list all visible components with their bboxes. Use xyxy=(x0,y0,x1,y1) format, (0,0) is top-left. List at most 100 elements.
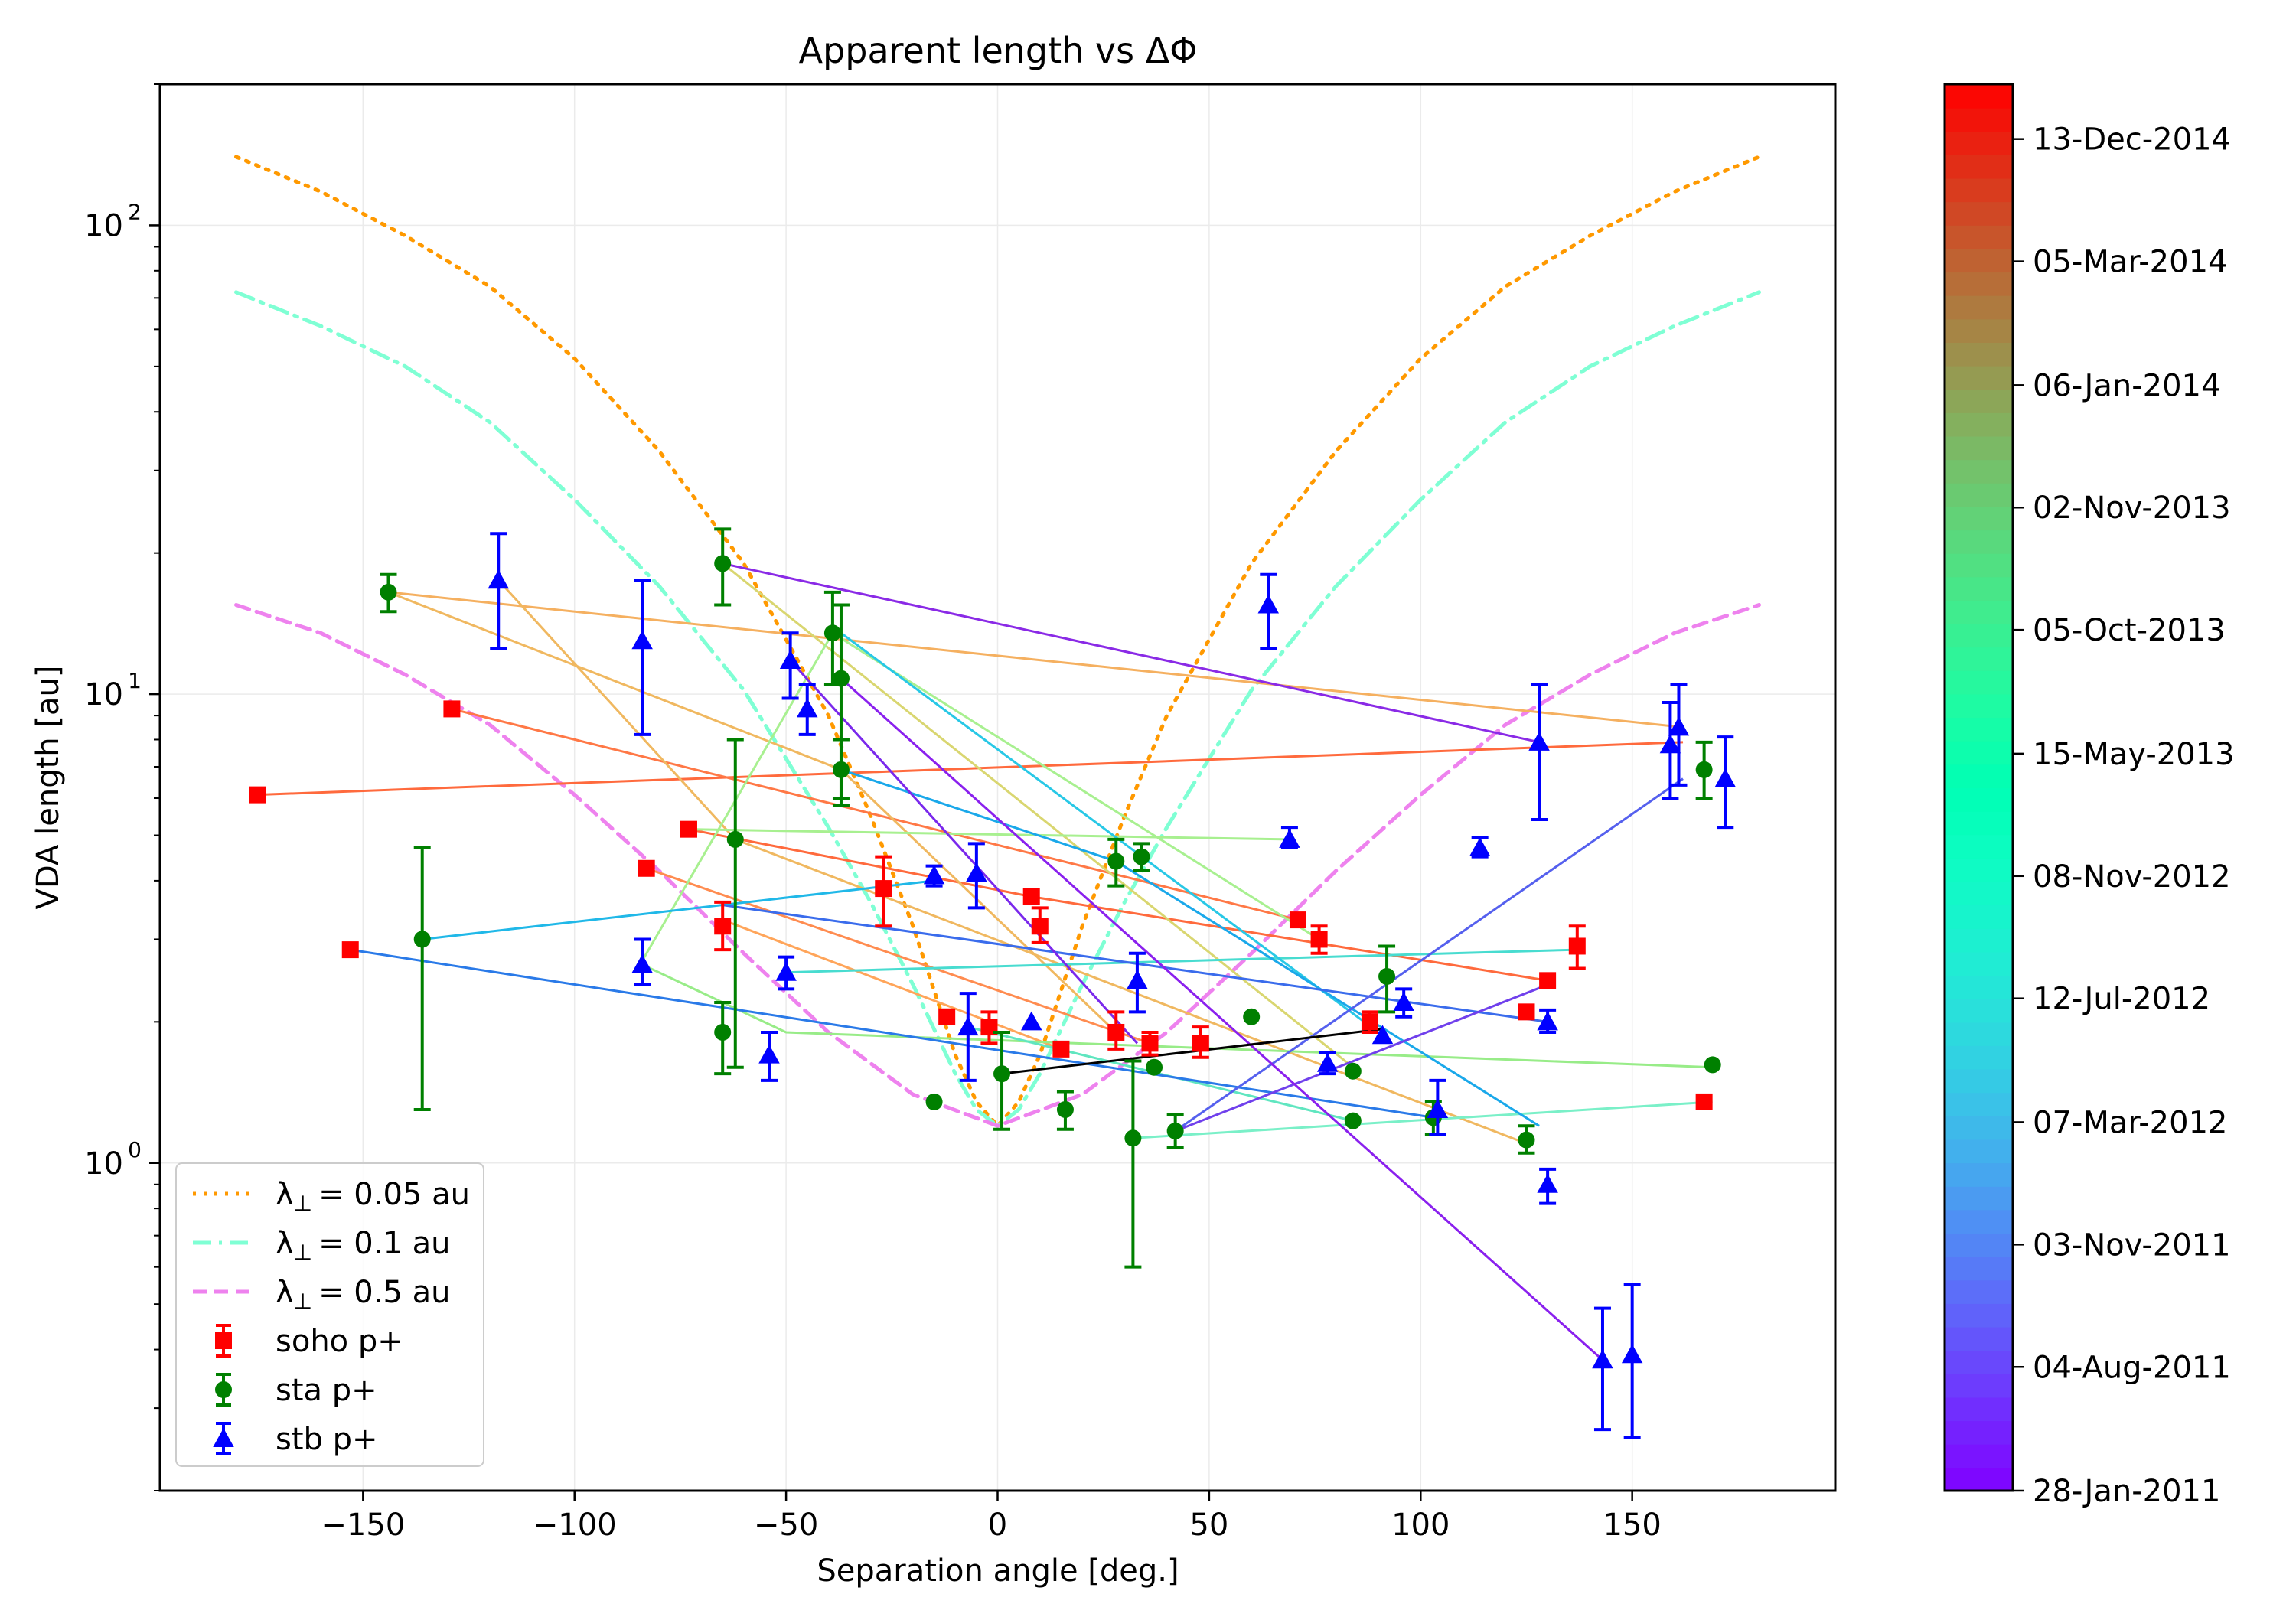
connecting-line xyxy=(1174,777,1684,1133)
square-marker xyxy=(1031,918,1049,935)
reference-curves xyxy=(234,155,1761,1129)
colorbar-tick-label: 05-Mar-2014 xyxy=(2033,245,2227,280)
square-marker xyxy=(1022,888,1040,905)
circle-marker xyxy=(380,583,397,601)
x-tick-label: −150 xyxy=(321,1508,405,1543)
colorbar-segment xyxy=(1945,553,2013,578)
x-tick-label: −100 xyxy=(533,1508,617,1543)
colorbar-tick-label: 05-Oct-2013 xyxy=(2033,613,2226,648)
colorbar-segment xyxy=(1945,1022,2013,1046)
colorbar-segment xyxy=(1945,318,2013,343)
colorbar-segment xyxy=(1945,482,2013,507)
colorbar-segment xyxy=(1945,764,2013,788)
circle-marker xyxy=(832,670,850,687)
triangle-marker xyxy=(923,865,945,885)
triangle-marker xyxy=(1537,1011,1558,1031)
colorbar-segment xyxy=(1945,693,2013,719)
connecting-line xyxy=(422,879,934,940)
triangle-marker xyxy=(1621,1344,1643,1364)
colorbar-segment xyxy=(1945,131,2013,155)
connecting-line xyxy=(789,660,1139,1045)
y-tick-label: 10 xyxy=(84,677,123,712)
square-marker xyxy=(1539,972,1557,989)
y-tick-label: 10 xyxy=(84,1146,123,1182)
legend-box xyxy=(175,1162,484,1467)
colorbar-segment xyxy=(1945,1302,2013,1328)
connecting-line xyxy=(688,828,1290,841)
square-marker xyxy=(249,786,266,804)
colorbar-segment xyxy=(1945,435,2013,461)
colorbar-tick-label: 15-May-2013 xyxy=(2033,737,2235,772)
x-axis-label: Separation angle [deg.] xyxy=(817,1553,1179,1589)
connecting-line xyxy=(646,867,1150,1045)
colorbar-segment xyxy=(1945,530,2013,554)
connecting-line xyxy=(722,562,1354,1068)
circle-marker xyxy=(993,1065,1011,1083)
curve-line xyxy=(234,602,1761,1128)
colorbar-segment xyxy=(1945,740,2013,765)
triangle-marker xyxy=(1316,1053,1339,1072)
colorbar-segment xyxy=(1945,1185,2013,1211)
colorbar-segment xyxy=(1945,998,2013,1023)
connecting-line xyxy=(722,562,1540,744)
x-tick-label: 0 xyxy=(988,1508,1007,1543)
circle-marker xyxy=(1124,1129,1142,1147)
circle-marker xyxy=(1518,1131,1535,1149)
square-marker xyxy=(1568,937,1586,955)
colorbar-segment xyxy=(1945,178,2013,203)
y-axis-label: VDA length [au] xyxy=(31,666,66,910)
colorbar-segment xyxy=(1945,670,2013,695)
circle-marker xyxy=(714,555,732,572)
square-marker xyxy=(714,918,732,935)
circle-marker xyxy=(1344,1112,1362,1129)
colorbar-segment xyxy=(1945,459,2013,484)
colorbar-segment xyxy=(1945,224,2013,249)
colorbar-segment xyxy=(1945,975,2013,999)
colorbar-segment xyxy=(1945,1256,2013,1281)
x-tick-label: 100 xyxy=(1391,1508,1450,1543)
x-tick-label: 50 xyxy=(1189,1508,1228,1543)
legend-label: sta p+ xyxy=(276,1373,377,1408)
circle-marker xyxy=(1704,1056,1721,1074)
colorbar-segment xyxy=(1945,599,2013,624)
triangle-marker xyxy=(1668,716,1690,736)
square-marker xyxy=(1107,1023,1125,1041)
circle-marker xyxy=(1243,1008,1261,1025)
square-marker xyxy=(1052,1040,1070,1058)
triangle-marker xyxy=(1371,1025,1394,1045)
triangle-marker xyxy=(631,630,653,650)
connecting-line xyxy=(967,1025,1354,1123)
triangle-marker xyxy=(631,953,653,973)
triangle-marker xyxy=(957,1016,979,1036)
circle-marker xyxy=(925,1093,943,1110)
legend-label: stb p+ xyxy=(276,1422,378,1457)
circle-marker xyxy=(823,624,841,642)
connecting-line xyxy=(1133,1100,1713,1139)
colorbar-segment xyxy=(1945,647,2013,671)
connecting-line xyxy=(840,632,1384,1037)
square-marker xyxy=(1310,931,1328,948)
colorbar-segment xyxy=(1945,1443,2013,1468)
colorbar-segment xyxy=(1945,1233,2013,1257)
square-marker xyxy=(1289,911,1306,929)
circle-marker xyxy=(1166,1122,1184,1139)
colorbar-segment xyxy=(1945,951,2013,976)
x-tick-label: −50 xyxy=(754,1508,818,1543)
triangle-marker xyxy=(779,650,801,670)
triangle-marker xyxy=(1659,734,1681,754)
square-marker xyxy=(1695,1093,1713,1110)
y-tick-exponent: 2 xyxy=(128,199,142,224)
square-marker xyxy=(980,1019,998,1036)
connecting-line xyxy=(1175,983,1548,1133)
colorbar-segment xyxy=(1945,389,2013,413)
triangle-marker xyxy=(1528,732,1550,751)
square-marker xyxy=(1141,1035,1159,1052)
circle-marker xyxy=(413,931,431,948)
connecting-line xyxy=(840,677,1603,1361)
square-marker xyxy=(215,1332,232,1349)
triangle-marker xyxy=(1279,829,1300,848)
colorbar-segment xyxy=(1945,905,2013,929)
colorbar-segment xyxy=(1945,1045,2013,1070)
colorbar-tick-label: 04-Aug-2011 xyxy=(2033,1350,2231,1385)
